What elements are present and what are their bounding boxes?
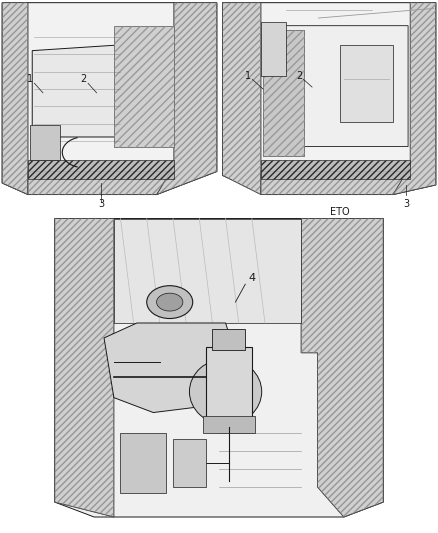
Polygon shape bbox=[2, 3, 217, 195]
Polygon shape bbox=[28, 172, 174, 195]
Text: 2: 2 bbox=[81, 75, 87, 84]
Polygon shape bbox=[223, 3, 261, 195]
Polygon shape bbox=[263, 29, 304, 156]
Polygon shape bbox=[114, 26, 174, 147]
Bar bbox=[340, 45, 393, 122]
Bar bbox=[120, 433, 166, 493]
Bar bbox=[206, 347, 252, 422]
Text: ETO: ETO bbox=[330, 207, 350, 217]
Bar bbox=[173, 439, 206, 487]
Bar bbox=[212, 329, 245, 350]
Polygon shape bbox=[28, 160, 174, 179]
Polygon shape bbox=[261, 160, 410, 179]
Polygon shape bbox=[157, 3, 217, 195]
Polygon shape bbox=[55, 219, 114, 517]
Text: 4: 4 bbox=[248, 273, 255, 283]
Text: 3: 3 bbox=[98, 199, 104, 209]
Polygon shape bbox=[32, 45, 135, 137]
Ellipse shape bbox=[147, 286, 193, 319]
Text: 2: 2 bbox=[296, 70, 302, 80]
Polygon shape bbox=[223, 3, 436, 195]
Polygon shape bbox=[114, 219, 301, 323]
Bar bbox=[30, 125, 60, 160]
Polygon shape bbox=[276, 26, 408, 147]
Polygon shape bbox=[261, 172, 414, 195]
Text: 1: 1 bbox=[245, 70, 251, 80]
Text: 1: 1 bbox=[27, 75, 33, 84]
Polygon shape bbox=[261, 22, 286, 76]
Polygon shape bbox=[2, 3, 28, 195]
Bar bbox=[202, 416, 255, 433]
Text: 3: 3 bbox=[403, 199, 409, 209]
Polygon shape bbox=[301, 219, 383, 517]
Polygon shape bbox=[104, 323, 236, 413]
Ellipse shape bbox=[156, 293, 183, 311]
Polygon shape bbox=[393, 3, 436, 195]
Polygon shape bbox=[55, 219, 383, 517]
Ellipse shape bbox=[189, 359, 261, 424]
